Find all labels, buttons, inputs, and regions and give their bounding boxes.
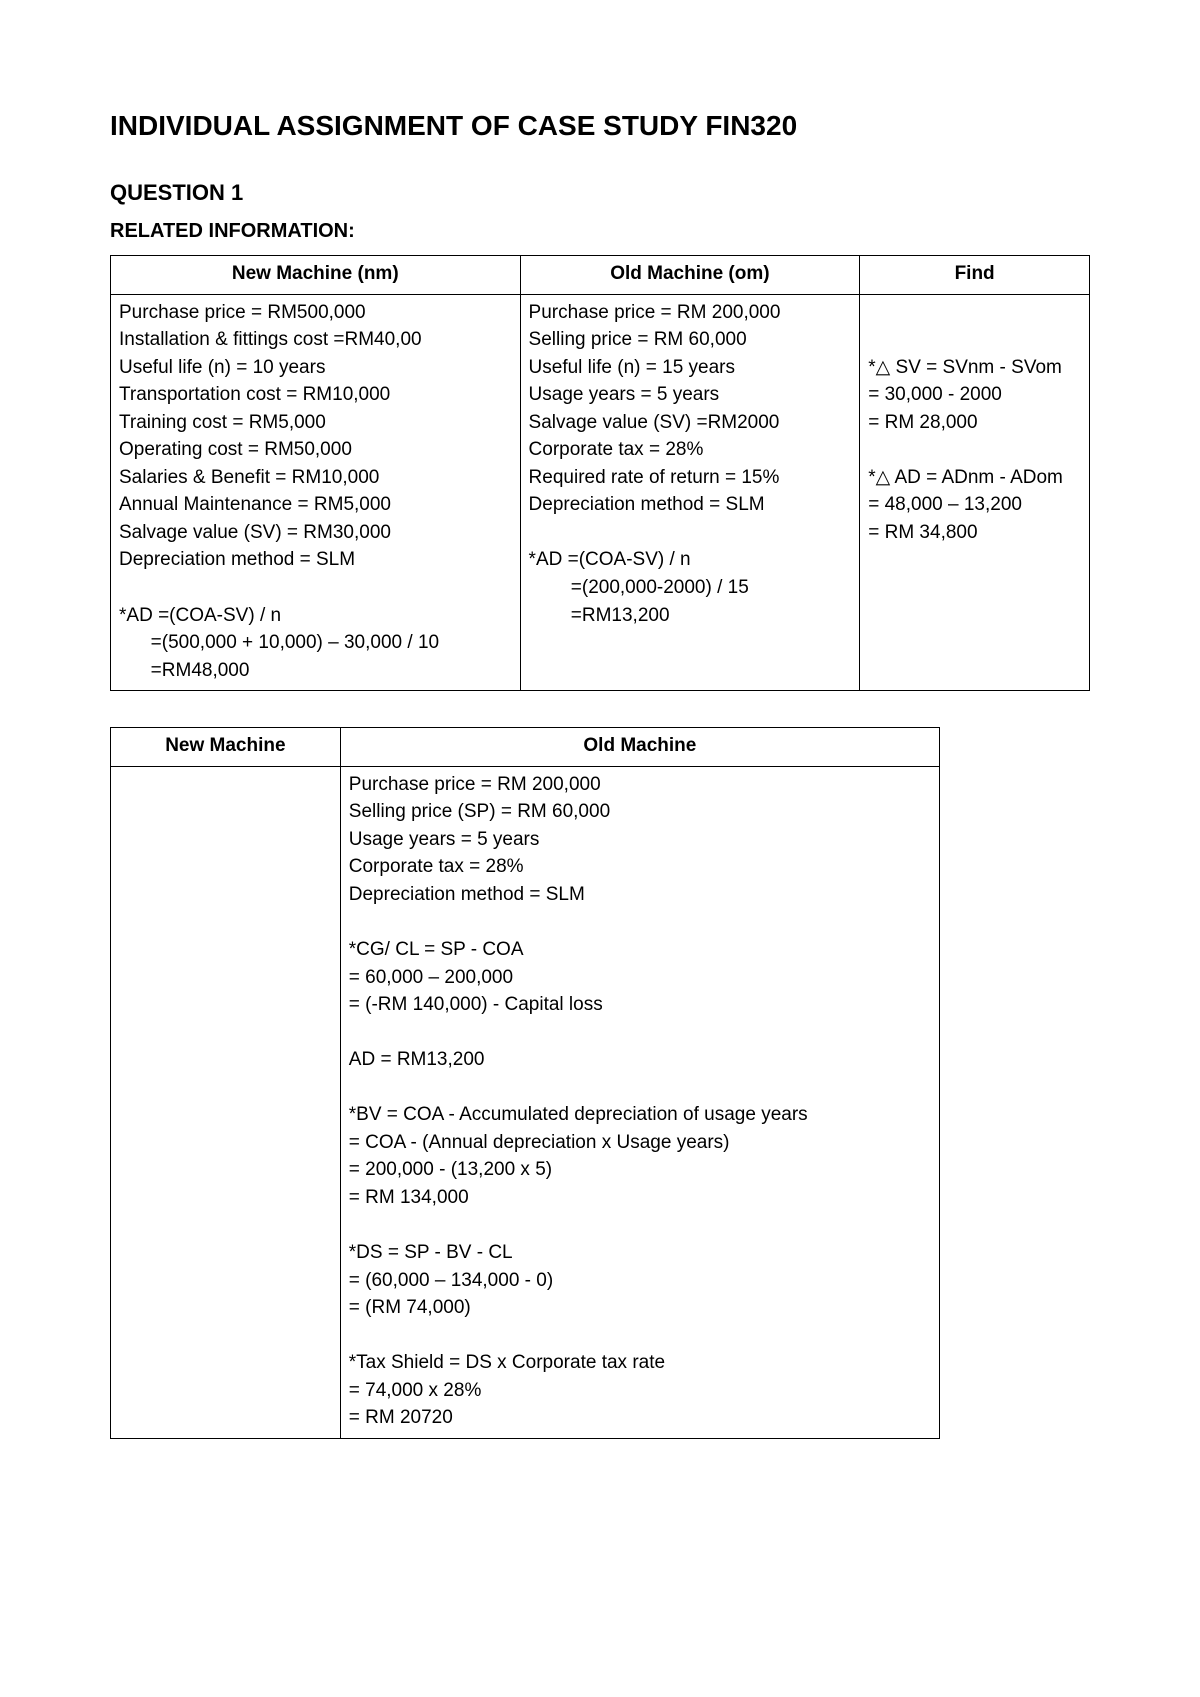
text-line: =RM48,000 — [119, 657, 512, 685]
table-cell-find: *△ SV = SVnm - SVom= 30,000 - 2000= RM 2… — [860, 294, 1090, 691]
text-line: Depreciation method = SLM — [119, 546, 512, 574]
section-label: RELATED INFORMATION: — [110, 220, 1100, 243]
text-line: = 60,000 – 200,000 — [349, 964, 931, 992]
table-header: New Machine (nm) — [111, 256, 521, 295]
table-header: Find — [860, 256, 1090, 295]
text-line: Corporate tax = 28% — [349, 853, 931, 881]
text-line: Salvage value (SV) =RM2000 — [529, 409, 852, 437]
table-header: New Machine — [111, 728, 341, 767]
text-line: *△ SV = SVnm - SVom — [868, 354, 1081, 382]
table-cell-new-machine: Purchase price = RM500,000Installation &… — [111, 294, 521, 691]
text-line — [868, 436, 1081, 464]
text-line — [349, 1074, 931, 1102]
text-line: Salaries & Benefit = RM10,000 — [119, 464, 512, 492]
text-line: *AD =(COA-SV) / n — [529, 546, 852, 574]
text-line — [349, 1019, 931, 1047]
text-line: =(200,000-2000) / 15 — [529, 574, 852, 602]
text-line: = RM 34,800 — [868, 519, 1081, 547]
text-line: AD = RM13,200 — [349, 1046, 931, 1074]
text-line: Purchase price = RM 200,000 — [529, 299, 852, 327]
text-line: Operating cost = RM50,000 — [119, 436, 512, 464]
text-line: Selling price = RM 60,000 — [529, 326, 852, 354]
text-line: = RM 20720 — [349, 1404, 931, 1432]
text-line: Purchase price = RM500,000 — [119, 299, 512, 327]
text-line: = (RM 74,000) — [349, 1294, 931, 1322]
text-line: = 30,000 - 2000 — [868, 381, 1081, 409]
text-line: = 200,000 - (13,200 x 5) — [349, 1156, 931, 1184]
text-line: =RM13,200 — [529, 602, 852, 630]
table-header: Old Machine (om) — [520, 256, 860, 295]
text-line: Salvage value (SV) = RM30,000 — [119, 519, 512, 547]
table-calculations: New Machine Old Machine Purchase price =… — [110, 727, 940, 1439]
table-row: New Machine Old Machine — [111, 728, 940, 767]
text-line — [349, 1212, 931, 1240]
text-line: Required rate of return = 15% — [529, 464, 852, 492]
text-line: Installation & fittings cost =RM40,00 — [119, 326, 512, 354]
table-row: Purchase price = RM 200,000Selling price… — [111, 766, 940, 1438]
table-row: New Machine (nm) Old Machine (om) Find — [111, 256, 1090, 295]
text-line: Purchase price = RM 200,000 — [349, 771, 931, 799]
text-line: Depreciation method = SLM — [529, 491, 852, 519]
text-line: = 74,000 x 28% — [349, 1377, 931, 1405]
text-line: Useful life (n) = 10 years — [119, 354, 512, 382]
text-line: = (-RM 140,000) - Capital loss — [349, 991, 931, 1019]
text-line: *CG/ CL = SP - COA — [349, 936, 931, 964]
table-header: Old Machine — [340, 728, 939, 767]
text-line — [529, 519, 852, 547]
table-row: Purchase price = RM500,000Installation &… — [111, 294, 1090, 691]
text-line — [119, 574, 512, 602]
text-line: Usage years = 5 years — [529, 381, 852, 409]
table-cell-old-machine: Purchase price = RM 200,000Selling price… — [340, 766, 939, 1438]
text-line: Depreciation method = SLM — [349, 881, 931, 909]
text-line: Training cost = RM5,000 — [119, 409, 512, 437]
text-line: *Tax Shield = DS x Corporate tax rate — [349, 1349, 931, 1377]
text-line: =(500,000 + 10,000) – 30,000 / 10 — [119, 629, 512, 657]
document-page: INDIVIDUAL ASSIGNMENT OF CASE STUDY FIN3… — [0, 0, 1200, 1697]
text-line — [349, 1322, 931, 1350]
text-line: *BV = COA - Accumulated depreciation of … — [349, 1101, 931, 1129]
text-line: Useful life (n) = 15 years — [529, 354, 852, 382]
text-line: = COA - (Annual depreciation x Usage yea… — [349, 1129, 931, 1157]
table-related-information: New Machine (nm) Old Machine (om) Find P… — [110, 255, 1090, 691]
text-line — [349, 908, 931, 936]
text-line: = RM 134,000 — [349, 1184, 931, 1212]
text-line: Annual Maintenance = RM5,000 — [119, 491, 512, 519]
text-line: = RM 28,000 — [868, 409, 1081, 437]
text-line: *DS = SP - BV - CL — [349, 1239, 931, 1267]
text-line: *△ AD = ADnm - ADom — [868, 464, 1081, 492]
table-cell-new-machine — [111, 766, 341, 1438]
text-line: *AD =(COA-SV) / n — [119, 602, 512, 630]
question-heading: QUESTION 1 — [110, 180, 1100, 206]
text-line — [868, 326, 1081, 354]
page-title: INDIVIDUAL ASSIGNMENT OF CASE STUDY FIN3… — [110, 110, 1100, 142]
text-line: Selling price (SP) = RM 60,000 — [349, 798, 931, 826]
text-line: Usage years = 5 years — [349, 826, 931, 854]
table-cell-old-machine: Purchase price = RM 200,000Selling price… — [520, 294, 860, 691]
text-line: Transportation cost = RM10,000 — [119, 381, 512, 409]
text-line — [119, 771, 332, 799]
text-line: = 48,000 – 13,200 — [868, 491, 1081, 519]
text-line: Corporate tax = 28% — [529, 436, 852, 464]
text-line: = (60,000 – 134,000 - 0) — [349, 1267, 931, 1295]
text-line — [868, 299, 1081, 327]
